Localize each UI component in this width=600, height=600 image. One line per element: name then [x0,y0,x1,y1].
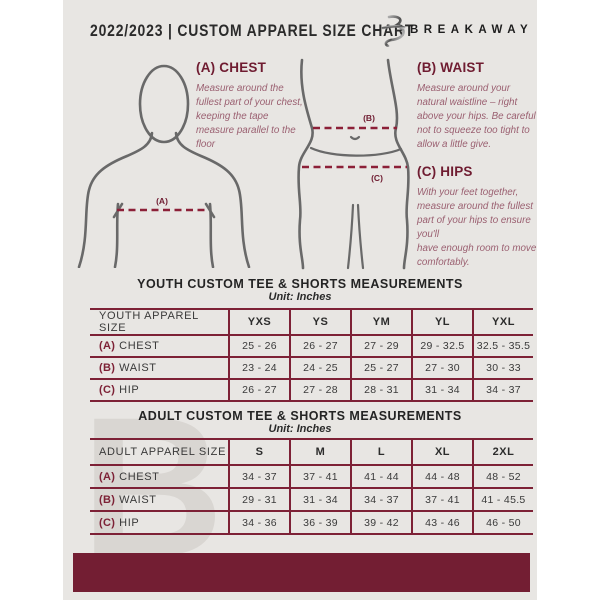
row-label-text: CHEST [119,340,160,352]
table-cell: 29 - 32.5 [411,336,472,356]
chest-line-label: (A) [156,196,168,206]
table-cell: 27 - 29 [350,336,411,356]
table-cell: 23 - 24 [228,358,289,378]
lower-torso-diagram: (B) (C) [297,58,410,270]
page-title: 2022/2023 | CUSTOM APPAREL SIZE CHART [90,21,415,40]
youth-waist-row: (B) WAIST 23 - 24 24 - 25 25 - 27 27 - 3… [90,358,533,380]
table-cell: 25 - 26 [228,336,289,356]
table-cell: 41 - 45.5 [472,489,533,510]
hips-body-text: With your feet together, measure around … [417,187,537,268]
hips-line-label: (C) [371,173,383,183]
table-cell: 27 - 30 [411,358,472,378]
adult-header-m: M [289,440,350,464]
adult-header-size-label: ADULT APPAREL SIZE [99,446,227,458]
table-cell: 28 - 31 [350,380,411,400]
table-cell: 34 - 37 [350,489,411,510]
row-label-text: HIP [119,516,140,529]
adult-header-l: L [350,440,411,464]
upper-torso-diagram: (A) [77,64,251,268]
table-cell: 32.5 - 35.5 [472,336,533,356]
table-cell: 39 - 42 [350,512,411,533]
row-label-text: WAIST [119,493,157,506]
table-cell: 25 - 27 [350,358,411,378]
adult-table-header-row: ADULT APPAREL SIZE S M L XL 2XL [90,440,533,466]
hips-instructions: (C) HIPS With your feet together, measur… [417,164,537,269]
chest-heading: (A) CHEST [196,60,267,75]
footer-accent-bar [73,553,530,592]
youth-header-yl: YL [411,310,472,334]
chest-body-text: Measure around the fullest part of your … [196,83,303,150]
youth-table-title: YOUTH CUSTOM TEE & SHORTS MEASUREMENTS [137,277,463,291]
table-cell: 34 - 37 [472,380,533,400]
row-label-text: CHEST [119,470,160,483]
chest-instructions: (A) CHEST Measure around the fullest par… [196,60,308,152]
youth-header-ym: YM [350,310,411,334]
youth-table-header-row: YOUTH APPAREL SIZE YXS YS YM YL YXL [90,310,533,336]
row-label: (C) HIP [90,380,228,400]
adult-table-unit: Unit: Inches [268,423,332,435]
table-cell: 41 - 44 [350,466,411,487]
youth-header-yxs: YXS [228,310,289,334]
row-label: (A) CHEST [90,336,228,356]
brand-name: BREAKAWAY [410,24,534,36]
row-label-prefix: (A) [99,470,116,483]
table-cell: 44 - 48 [411,466,472,487]
table-cell: 36 - 39 [289,512,350,533]
breakaway-logo-icon [381,15,406,47]
table-cell: 46 - 50 [472,512,533,533]
table-cell: 31 - 34 [411,380,472,400]
row-label-prefix: (A) [99,340,116,352]
row-label-prefix: (B) [99,493,116,506]
adult-chest-row: (A) CHEST 34 - 37 37 - 41 41 - 44 44 - 4… [90,466,533,489]
table-cell: 37 - 41 [289,466,350,487]
adult-header-2xl: 2XL [472,440,533,464]
adult-table-title: ADULT CUSTOM TEE & SHORTS MEASUREMENTS [138,409,462,423]
adult-header-s: S [228,440,289,464]
table-cell: 26 - 27 [228,380,289,400]
chart-page: B 2022/2023 | CUSTOM APPAREL SIZE CHART … [63,0,537,600]
row-label: (B) WAIST [90,358,228,378]
youth-header-ys: YS [289,310,350,334]
hips-heading: (C) HIPS [417,164,473,179]
table-cell: 27 - 28 [289,380,350,400]
youth-chest-row: (A) CHEST 25 - 26 26 - 27 27 - 29 29 - 3… [90,336,533,358]
table-cell: 48 - 52 [472,466,533,487]
waist-body-text: Measure around your natural waistline – … [417,83,536,150]
youth-header-size-label: YOUTH APPAREL SIZE [99,310,199,334]
youth-header-yxl: YXL [472,310,533,334]
row-label-prefix: (B) [99,362,116,374]
waist-heading: (B) WAIST [417,60,485,75]
table-cell: 43 - 46 [411,512,472,533]
table-cell: 26 - 27 [289,336,350,356]
adult-waist-row: (B) WAIST 29 - 31 31 - 34 34 - 37 37 - 4… [90,489,533,512]
row-label-text: HIP [119,384,140,396]
table-cell: 34 - 36 [228,512,289,533]
youth-size-table: YOUTH APPAREL SIZE YXS YS YM YL YXL (A) … [90,308,533,402]
adult-size-table: ADULT APPAREL SIZE S M L XL 2XL (A) CHES… [90,438,533,535]
brand-watermark-letter: B [81,376,224,597]
table-cell: 29 - 31 [228,489,289,510]
row-label: (B) WAIST [90,489,228,510]
table-cell: 37 - 41 [411,489,472,510]
row-label-text: WAIST [119,362,157,374]
row-label: (C) HIP [90,512,228,533]
row-label-prefix: (C) [99,516,116,529]
waist-instructions: (B) WAIST Measure around your natural wa… [417,60,537,152]
waist-line-label: (B) [363,113,375,123]
table-cell: 31 - 34 [289,489,350,510]
row-label: (A) CHEST [90,466,228,487]
table-cell: 24 - 25 [289,358,350,378]
row-label-prefix: (C) [99,384,116,396]
table-cell: 30 - 33 [472,358,533,378]
youth-hip-row: (C) HIP 26 - 27 27 - 28 28 - 31 31 - 34 … [90,380,533,402]
youth-table-unit: Unit: Inches [268,291,332,303]
adult-header-xl: XL [411,440,472,464]
table-cell: 34 - 37 [228,466,289,487]
adult-hip-row: (C) HIP 34 - 36 36 - 39 39 - 42 43 - 46 … [90,512,533,535]
